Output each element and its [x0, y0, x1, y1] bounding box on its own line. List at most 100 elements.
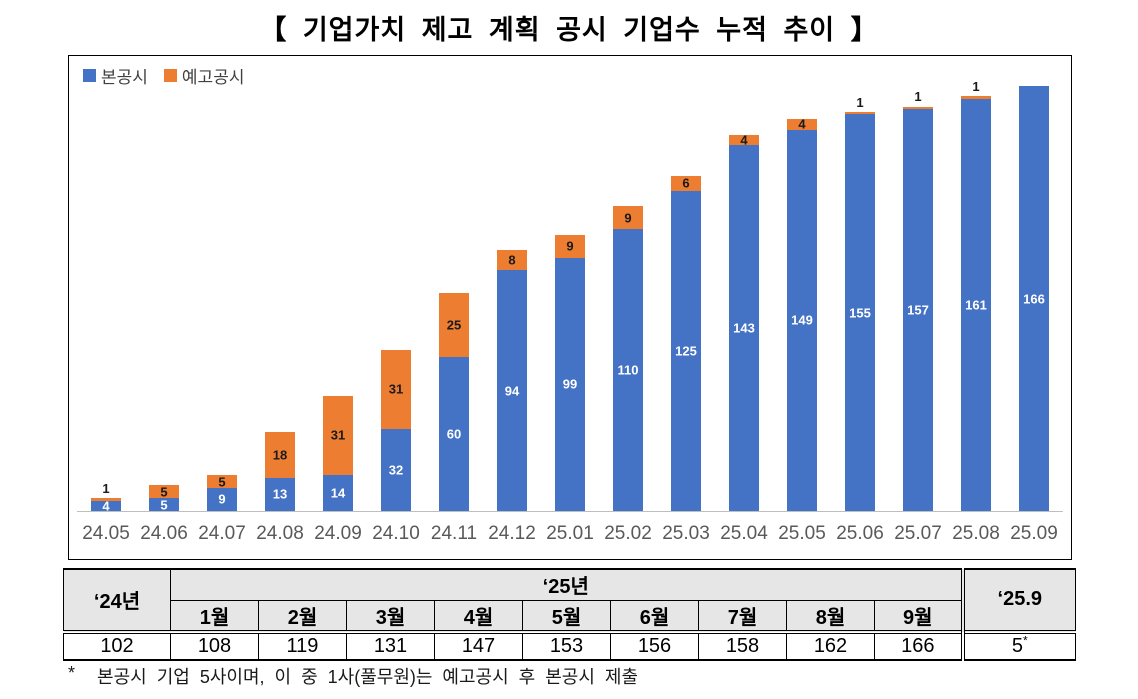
table-value-month: 166	[873, 629, 964, 660]
x-axis-label-24.11: 24.11	[430, 523, 478, 544]
bar-segment-advance-notice: 5	[207, 475, 237, 488]
bar-group-25.02: 9 110	[599, 86, 657, 511]
bar-value-label-advance-notice: 5	[218, 474, 226, 490]
bar-group-25.06: 155 1	[831, 86, 889, 511]
bar-value-label-advance-notice: 4	[740, 132, 748, 148]
legend-item-main-disclosure: 본공시	[83, 63, 148, 88]
table-header-month: 3월	[346, 599, 435, 632]
bar-value-label-advance-notice: 4	[798, 116, 806, 132]
bar-value-label-advance-notice: 25	[446, 317, 462, 333]
summary-table: ‘24년 ‘25년 ‘25.9 1월 2월 3월 4월 5월 6월 7월 8월 9월 102 1…	[63, 568, 1077, 661]
bar-segment-main-disclosure: 110	[613, 229, 643, 511]
bar-segment-advance-notice	[845, 111, 875, 115]
bar-value-label-advance-notice: 1	[856, 94, 864, 110]
bar-group-25.04: 4 143	[715, 86, 773, 511]
bar-group-24.10: 31 32	[367, 86, 425, 511]
table-header-month: 1월	[170, 599, 259, 632]
bar-value-label-main-disclosure: 166	[1023, 291, 1045, 306]
table-header-month: 6월	[610, 599, 699, 632]
chart-title: 【 기업가치 제고 계획 공시 기업수 누적 추이 】	[259, 15, 879, 45]
plot-area: 4 1 5 5 5 9 18 13 31 14 31 32 25 60 8 94 9 99 9 110 6 125 4 143…	[77, 80, 1063, 514]
x-axis-labels: 24.05 24.06 24.07 24.08 24.09 24.10 24.11 24.12…	[77, 523, 1063, 545]
bar-group-24.08: 18 13	[251, 86, 309, 511]
table-value-month: 147	[434, 629, 523, 660]
bar-value-label-main-disclosure: 143	[733, 320, 755, 336]
bar-value-label-advance-notice: 1	[972, 79, 980, 95]
footnote: * 본공시 기업 5사이며, 이 중 1사(풀무원)는 예고공시 후 본공시 제…	[68, 663, 638, 689]
table-header-sep259: ‘25.9	[960, 568, 1077, 632]
bar-value-label-main-disclosure: 32	[388, 462, 404, 478]
bar-segment-advance-notice	[961, 96, 991, 99]
bar-segment-advance-notice	[91, 498, 121, 501]
bar-segment-advance-notice	[903, 106, 933, 110]
bar-segment-advance-notice: 9	[555, 234, 585, 258]
table-header-year25: ‘25년	[169, 568, 964, 601]
bar-segment-advance-notice: 6	[671, 175, 701, 191]
x-axis-label-25.05: 25.05	[778, 523, 826, 544]
x-axis-label-24.08: 24.08	[256, 523, 304, 544]
bar-value-label-main-disclosure: 9	[218, 491, 226, 507]
bar-segment-main-disclosure: 13	[265, 477, 295, 511]
bar-group-24.11: 25 60	[425, 86, 483, 511]
table-value-month: 162	[786, 629, 875, 660]
x-axis-label-25.08: 25.08	[952, 523, 1000, 544]
x-axis-label-25.01: 25.01	[546, 523, 594, 544]
bar-segment-main-disclosure: 32	[381, 429, 411, 511]
bar-segment-main-disclosure: 157	[903, 109, 933, 511]
table-header-month: 7월	[698, 599, 787, 632]
bar-segment-main-disclosure: 125	[671, 190, 701, 511]
bar-value-label-main-disclosure: 4	[102, 498, 110, 514]
bar-value-label-main-disclosure: 161	[965, 297, 987, 313]
x-axis-label-24.09: 24.09	[314, 523, 362, 544]
bar-value-label-main-disclosure: 13	[272, 486, 288, 502]
table-header-year24: ‘24년	[63, 568, 171, 632]
bar-value-label-advance-notice: 6	[682, 175, 690, 191]
x-axis-label-25.04: 25.04	[720, 523, 768, 544]
bar-group-25.01: 9 99	[541, 86, 599, 511]
bar-segment-main-disclosure: 94	[497, 270, 527, 511]
x-axis-label-25.07: 25.07	[894, 523, 942, 544]
x-axis-label-25.06: 25.06	[836, 523, 884, 544]
bar-group-24.12: 8 94	[483, 86, 541, 511]
table-value-month: 156	[610, 629, 699, 660]
bar-value-label-main-disclosure: 60	[446, 426, 462, 442]
bar-group-25.09: 166	[1005, 86, 1063, 511]
bar-segment-advance-notice: 18	[265, 431, 295, 478]
bar-segment-main-disclosure: 4	[91, 498, 121, 514]
legend-label-advance-notice: 예고공시	[181, 68, 245, 87]
bar-value-label-main-disclosure: 14	[330, 485, 346, 501]
bar-segment-main-disclosure: 60	[439, 357, 469, 511]
bar-value-label-main-disclosure: 5	[160, 497, 168, 513]
table-value-month: 119	[258, 629, 347, 660]
bar-value-label-main-disclosure: 157	[907, 302, 929, 318]
legend-label-main-disclosure: 본공시	[101, 68, 148, 87]
legend-swatch-advance-notice	[163, 69, 177, 82]
x-axis-label-25.03: 25.03	[662, 523, 710, 544]
table-value-month: 153	[522, 629, 611, 660]
bar-segment-main-disclosure: 149	[787, 129, 817, 511]
bar-segment-main-disclosure: 99	[555, 257, 585, 511]
bar-group-25.07: 157 1	[889, 86, 947, 511]
bar-value-label-main-disclosure: 99	[562, 376, 578, 392]
bar-group-25.05: 4 149	[773, 86, 831, 511]
table-value-year24: 102	[63, 629, 171, 660]
bar-segment-advance-notice: 9	[613, 206, 643, 230]
bar-value-label-advance-notice: 31	[330, 427, 346, 443]
bar-value-label-main-disclosure: 155	[849, 305, 871, 321]
table-value-month: 158	[698, 629, 787, 660]
bar-segment-main-disclosure: 14	[323, 475, 353, 511]
bar-value-label-advance-notice: 31	[388, 381, 404, 397]
x-axis-label-25.09: 25.09	[1010, 523, 1058, 544]
x-axis-label-25.02: 25.02	[604, 523, 652, 544]
legend-item-advance-notice: 예고공시	[163, 63, 245, 88]
bar-segment-main-disclosure: 5	[149, 498, 179, 511]
legend-swatch-main-disclosure	[83, 69, 96, 82]
bar-value-label-main-disclosure: 94	[504, 383, 520, 399]
bar-segment-advance-notice: 5	[149, 485, 179, 498]
legend: 본공시 예고공시	[83, 63, 244, 88]
bar-value-label-main-disclosure: 149	[791, 312, 813, 328]
x-axis-label-24.10: 24.10	[372, 523, 420, 544]
